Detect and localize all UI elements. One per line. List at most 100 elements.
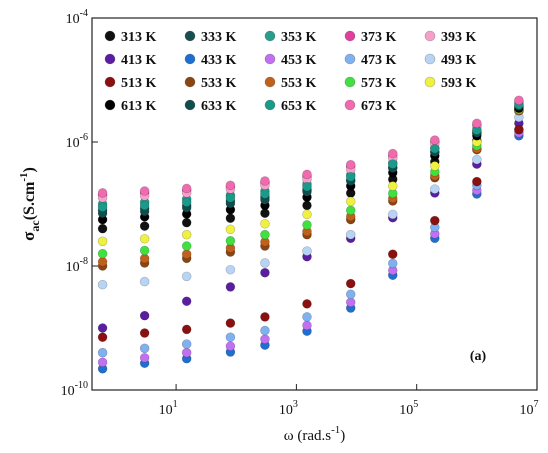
- data-point: [139, 221, 150, 231]
- data-point: [387, 258, 398, 269]
- data-point: [139, 200, 150, 211]
- legend-label: 593 K: [441, 76, 477, 91]
- data-point: [139, 353, 150, 363]
- data-point: [181, 324, 192, 335]
- legend-label: 453 K: [281, 53, 317, 68]
- data-point: [430, 135, 440, 145]
- data-point: [302, 320, 312, 331]
- legend-marker: [104, 76, 116, 88]
- legend-label: 413 K: [121, 53, 157, 68]
- data-point: [181, 197, 192, 207]
- y-tick-label-part: 10: [66, 260, 80, 275]
- data-point: [430, 143, 440, 154]
- data-point: [97, 202, 108, 212]
- data-point: [97, 279, 108, 290]
- data-point: [181, 249, 192, 259]
- data-point: [97, 256, 108, 267]
- x-axis-title-part: ω (rad.s: [284, 428, 332, 444]
- y-axis-title-part: (S.cm: [21, 181, 38, 220]
- legend-label: 473 K: [361, 53, 397, 68]
- data-point: [97, 323, 108, 333]
- data-point: [260, 334, 270, 344]
- data-point: [225, 180, 236, 191]
- legend-marker: [344, 53, 356, 65]
- data-point: [260, 176, 270, 186]
- data-point: [225, 264, 236, 275]
- plot-frame: [91, 17, 538, 391]
- legend-marker: [344, 30, 356, 42]
- data-point: [181, 217, 192, 228]
- x-axis-title-part: ): [340, 428, 345, 444]
- data-point: [181, 183, 192, 194]
- data-point: [345, 278, 356, 289]
- data-point: [260, 218, 270, 229]
- legend-label: 373 K: [361, 30, 397, 45]
- x-tick-label-part: 10: [159, 403, 173, 418]
- data-point: [430, 184, 440, 194]
- legend-label: 313 K: [121, 30, 157, 45]
- data-point: [139, 343, 150, 354]
- legend-label: 553 K: [281, 76, 317, 91]
- legend-marker: [424, 30, 436, 42]
- data-point: [514, 124, 524, 135]
- x-tick-label: 103: [279, 399, 298, 418]
- y-tick-label-part: 10: [66, 12, 80, 27]
- y-tick-label-part: 10: [61, 384, 75, 399]
- data-point: [97, 357, 108, 368]
- x-tick-label-part: 10: [279, 403, 293, 418]
- legend-label: 493 K: [441, 53, 477, 68]
- data-point: [139, 276, 150, 287]
- y-tick-label: 10-4: [66, 8, 88, 27]
- data-point: [139, 310, 150, 321]
- data-point: [97, 332, 108, 343]
- annotation: (a): [470, 349, 487, 364]
- legend-label: 573 K: [361, 76, 397, 91]
- y-tick-label: 10-10: [61, 380, 88, 399]
- data-point: [387, 148, 398, 159]
- data-point: [260, 267, 270, 278]
- legend-marker: [344, 76, 356, 88]
- data-point: [302, 181, 312, 192]
- data-point: [345, 297, 356, 308]
- data-point: [139, 245, 150, 256]
- legend-label: 533 K: [201, 76, 237, 91]
- x-tick-label: 101: [159, 399, 178, 418]
- data-point: [181, 296, 192, 307]
- data-point: [97, 223, 108, 234]
- y-tick-label-part: 10: [66, 136, 80, 151]
- y-axis-title-part: σ: [19, 231, 38, 241]
- legend-label: 333 K: [201, 30, 237, 45]
- data-point: [514, 95, 524, 106]
- x-tick-label: 107: [520, 399, 539, 418]
- y-axis-title-part: ac: [28, 220, 42, 232]
- legend-marker: [264, 76, 276, 88]
- data-point: [181, 241, 192, 251]
- legend-marker: [264, 53, 276, 65]
- data-point: [97, 236, 108, 247]
- y-axis-title-part: ): [21, 167, 38, 172]
- y-tick-label-part: -4: [80, 8, 88, 19]
- legend-marker: [184, 99, 196, 111]
- legend-marker: [344, 99, 356, 111]
- legend-label: 513 K: [121, 76, 157, 91]
- data-point: [302, 169, 312, 180]
- x-axis-title: ω (rad.s-1): [284, 424, 346, 444]
- x-axis-title-part: -1: [331, 424, 340, 436]
- data-point: [387, 209, 398, 220]
- data-point: [181, 271, 192, 282]
- data-point: [260, 312, 270, 322]
- x-tick-label-part: 10: [399, 403, 413, 418]
- data-point: [345, 205, 356, 216]
- data-point: [345, 159, 356, 170]
- legend-marker: [424, 53, 436, 65]
- data-point: [225, 341, 236, 351]
- y-tick-label-part: -10: [75, 380, 88, 391]
- x-tick-label-part: 3: [293, 399, 298, 410]
- y-tick-label-part: -8: [80, 256, 88, 267]
- legend-marker: [424, 76, 436, 88]
- data-point: [430, 161, 440, 171]
- data-point: [139, 328, 150, 338]
- data-point: [387, 249, 398, 259]
- data-point: [260, 258, 270, 268]
